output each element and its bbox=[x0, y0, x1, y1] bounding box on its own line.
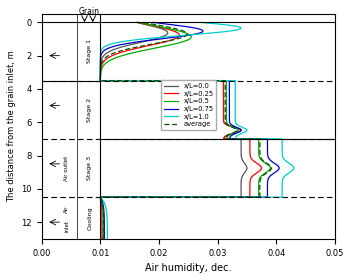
X-axis label: Air humidity, dec.: Air humidity, dec. bbox=[145, 263, 232, 273]
Text: Air outlet: Air outlet bbox=[65, 155, 69, 181]
Text: Stage 2: Stage 2 bbox=[87, 98, 92, 122]
Y-axis label: The distance from the grain inlet, m: The distance from the grain inlet, m bbox=[7, 50, 16, 202]
Text: Stage 3: Stage 3 bbox=[87, 156, 92, 180]
Text: Stage 1: Stage 1 bbox=[87, 39, 92, 64]
Legend: x/L=0.0, x/L=0.25, x/L=0.5, x/L=0.75, x/L=1.0, average: x/L=0.0, x/L=0.25, x/L=0.5, x/L=0.75, x/… bbox=[161, 80, 216, 130]
Text: Air: Air bbox=[65, 206, 69, 213]
Text: inlet: inlet bbox=[65, 220, 69, 232]
Text: Cooling: Cooling bbox=[87, 206, 92, 230]
Text: Grain: Grain bbox=[78, 7, 99, 16]
